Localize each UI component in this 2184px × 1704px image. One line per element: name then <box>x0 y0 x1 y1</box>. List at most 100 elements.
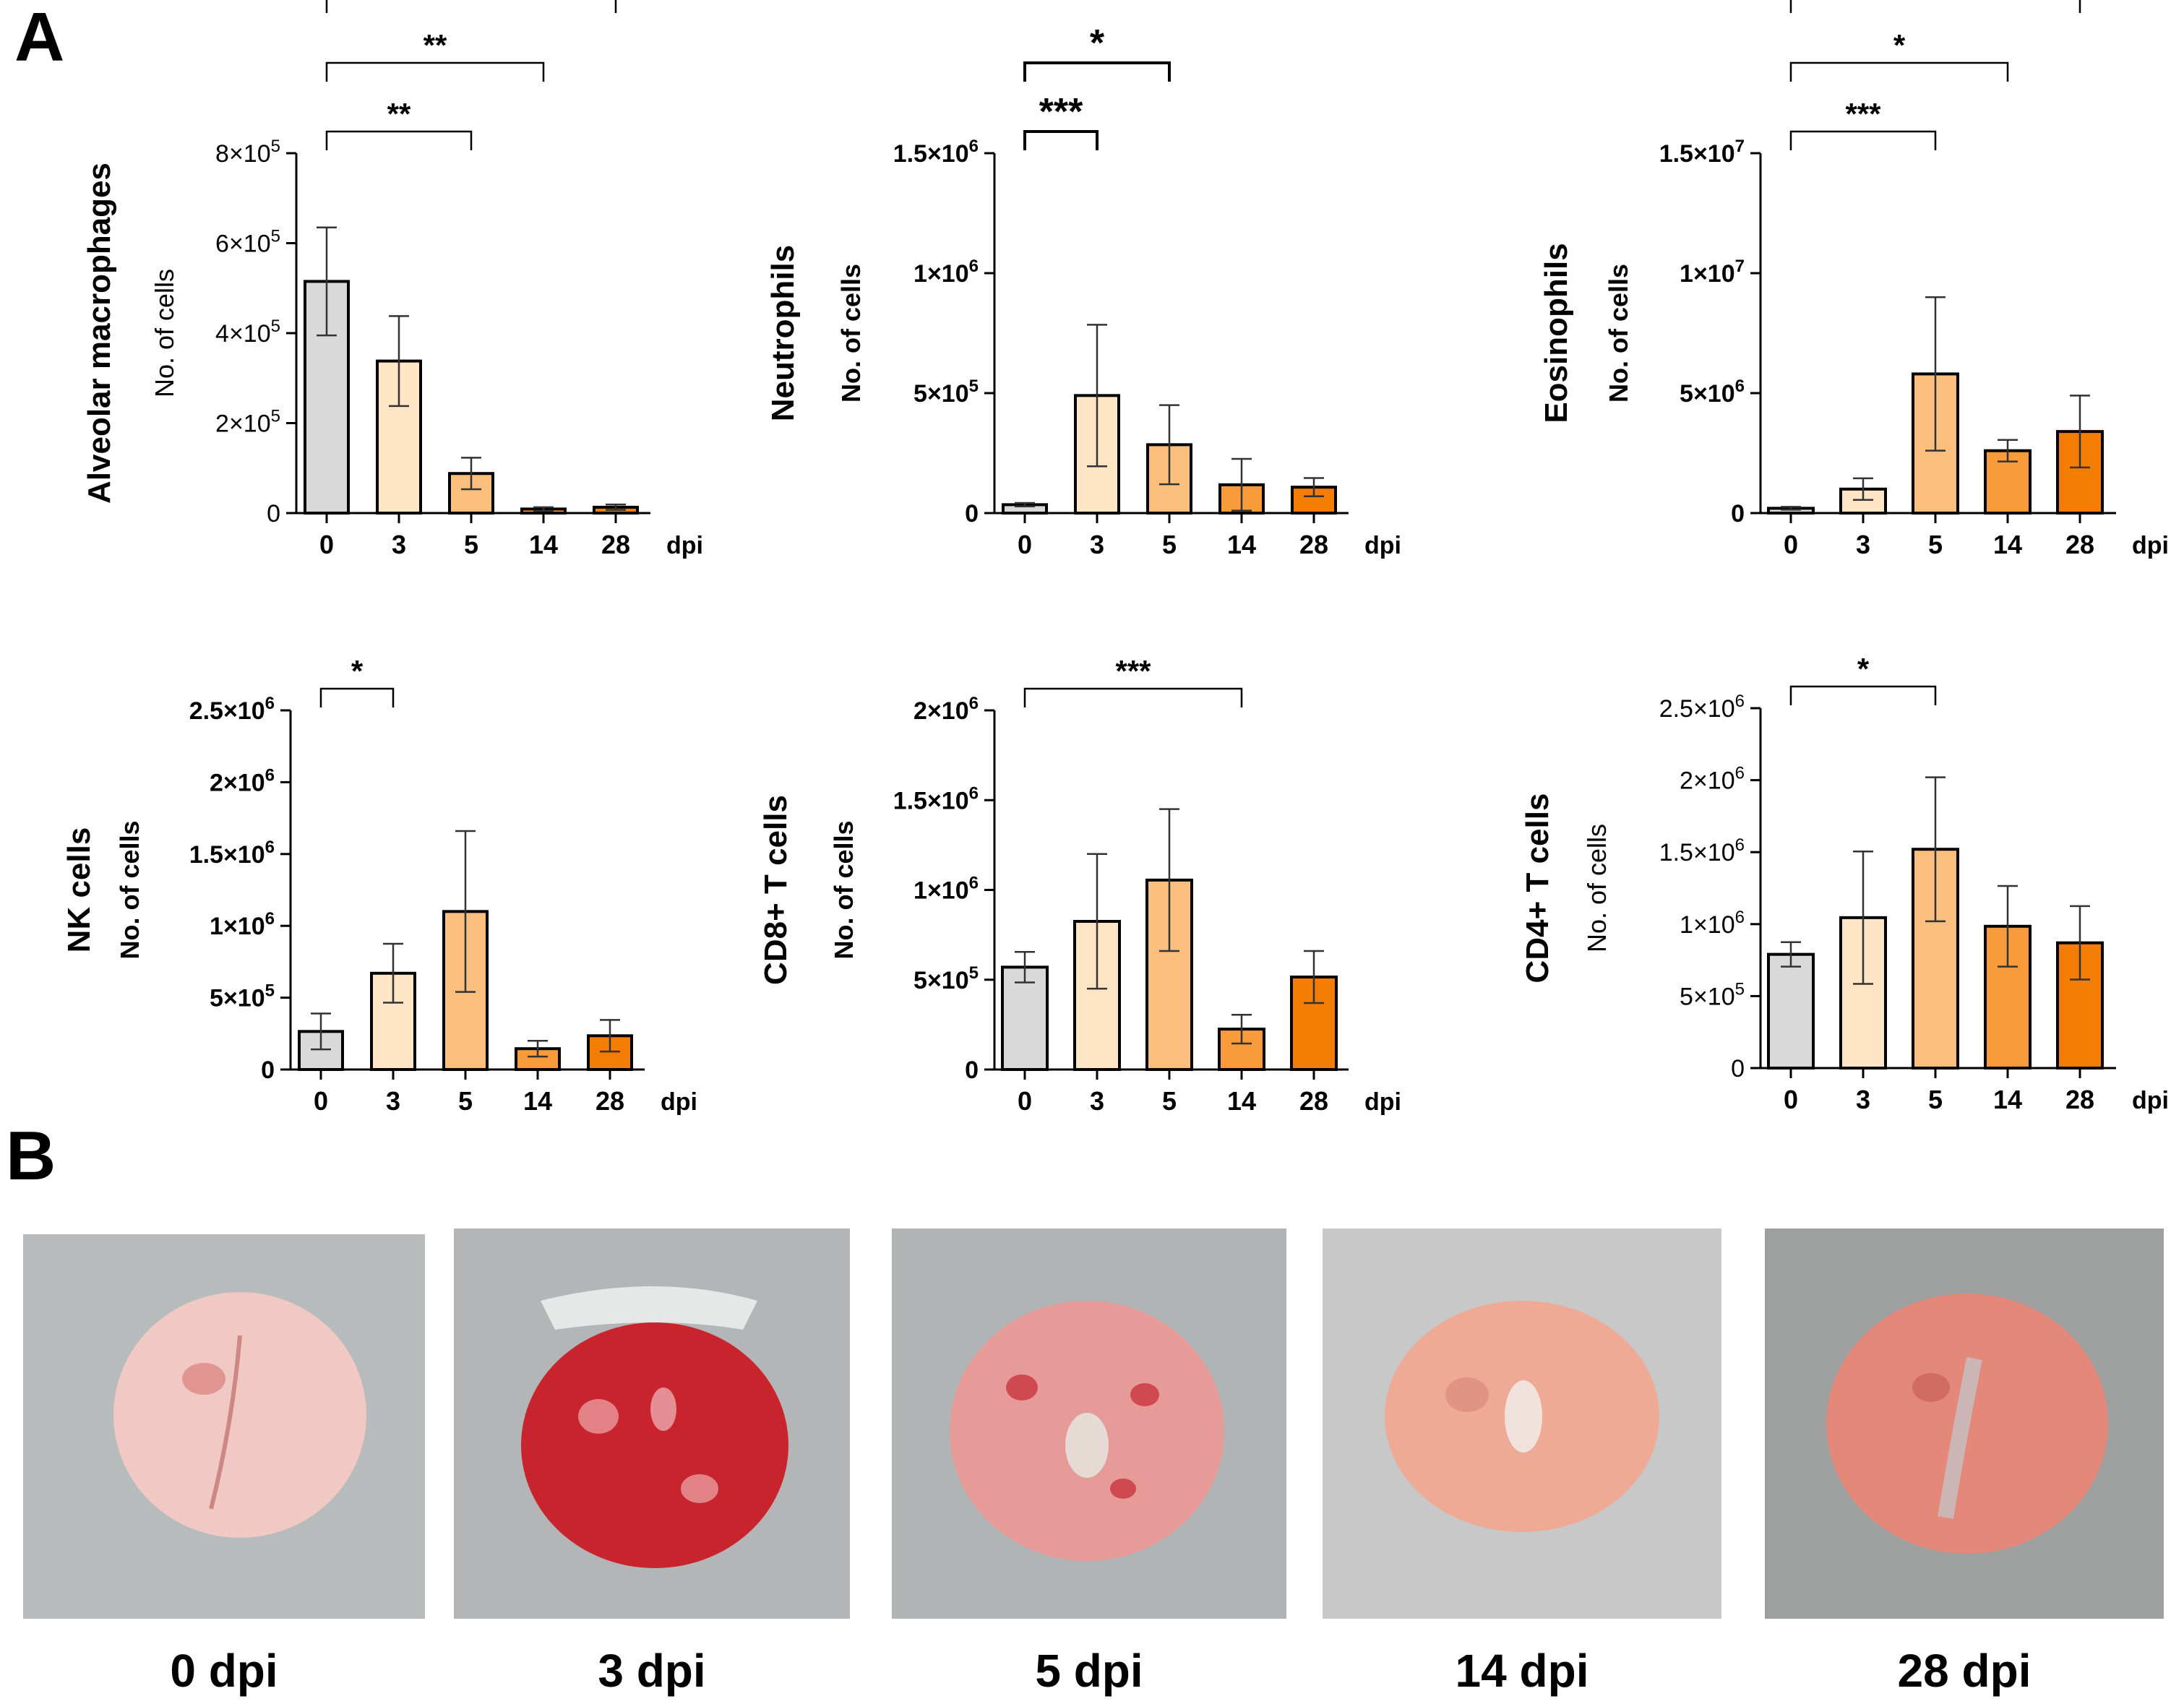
y-tick-label: 1.5×106 <box>893 137 979 168</box>
y-axis-label: No. of cells <box>150 269 179 397</box>
x-tick-label: 14 <box>523 1086 552 1116</box>
lung-photo-5dpi <box>892 1228 1286 1619</box>
chart-title: CD8+ T cells <box>758 795 794 985</box>
y-tick-label: 1×106 <box>913 874 979 905</box>
significance-label: ** <box>424 28 447 62</box>
x-tick-label: 28 <box>596 1086 624 1116</box>
photo-caption-0dpi: 0 dpi <box>170 1645 278 1697</box>
x-tick-label: 3 <box>1856 1085 1870 1114</box>
significance-bracket <box>1023 130 1099 150</box>
photo-caption-5dpi: 5 dpi <box>1035 1645 1143 1697</box>
y-tick-label: 1.5×107 <box>1659 137 1745 168</box>
x-tick-label: 14 <box>1993 1085 2022 1114</box>
lung-photo-3dpi <box>454 1228 850 1619</box>
x-tick-label: 28 <box>1299 1086 1328 1116</box>
y-tick-label: 2×106 <box>913 694 979 725</box>
x-tick-label: 0 <box>1784 530 1798 559</box>
x-tick-label: 5 <box>1162 530 1177 559</box>
significance-label: ** <box>387 97 411 131</box>
x-tick-label: 5 <box>464 530 478 559</box>
x-unit-label: dpi <box>1364 1088 1401 1116</box>
lung-image-3dpi <box>454 1228 850 1619</box>
x-tick-label: 14 <box>529 530 558 559</box>
chart-title: NK cells <box>61 827 97 953</box>
chart-title: Eosinophils <box>1539 243 1574 423</box>
y-tick-label: 0 <box>965 500 979 528</box>
significance-label: * <box>1857 652 1870 686</box>
chart-3: 0 5×105 1×106 1.5×106 2×106 2.5×106 0 3 5 14 28 dpi… <box>61 654 697 1116</box>
lung-image-0dpi <box>23 1234 425 1619</box>
x-tick-label: 3 <box>1090 1086 1104 1116</box>
y-tick-label: 1×106 <box>913 257 979 288</box>
x-tick-label: 5 <box>1928 1085 1943 1114</box>
chart-0: 0 2×105 4×105 6×105 8×105 0 3 5 14 28 dpi No. of ce… <box>82 0 703 559</box>
lung-image-28dpi <box>1765 1228 2164 1619</box>
x-tick-label: 0 <box>314 1086 328 1116</box>
photo-caption-3dpi: 3 dpi <box>598 1645 706 1697</box>
x-tick-label: 14 <box>1993 530 2022 559</box>
significance-label: *** <box>1115 654 1151 688</box>
chart-title: CD4+ T cells <box>1520 793 1555 984</box>
x-tick-label: 14 <box>1227 530 1256 559</box>
x-tick-label: 28 <box>601 530 630 559</box>
chart-4: 0 5×105 1×106 1.5×106 2×106 0 3 5 14 28 dpi No. of … <box>758 654 1401 1116</box>
y-tick-label: 0 <box>1731 500 1745 528</box>
y-tick-label: 2.5×106 <box>1659 692 1745 723</box>
x-tick-label: 0 <box>1018 530 1032 559</box>
significance-bracket <box>1789 130 1937 150</box>
y-tick-label: 1×106 <box>1680 908 1745 939</box>
y-tick-label: 0 <box>261 1057 275 1084</box>
x-tick-label: 5 <box>1162 1086 1177 1116</box>
chart-1: 0 5×105 1×106 1.5×106 0 3 5 14 28 dpi No. of cells… <box>765 22 1401 559</box>
y-tick-label: 1.5×106 <box>893 783 979 814</box>
x-unit-label: dpi <box>2132 532 2169 559</box>
panel-b-letter: B <box>6 1117 56 1195</box>
y-tick-label: 5×105 <box>210 981 275 1012</box>
x-tick-label: 5 <box>458 1086 473 1116</box>
y-tick-label: 1×107 <box>1680 257 1745 288</box>
significance-bracket <box>319 687 395 707</box>
y-tick-label: 0 <box>965 1057 979 1084</box>
y-tick-label: 2.5×106 <box>189 694 275 725</box>
y-tick-label: 4×105 <box>215 317 280 348</box>
y-tick-label: 1.5×106 <box>189 838 275 869</box>
x-tick-label: 0 <box>1018 1086 1032 1116</box>
y-tick-label: 1×106 <box>210 909 275 940</box>
photo-caption-28dpi: 28 dpi <box>1897 1645 2032 1697</box>
lung-image-14dpi <box>1323 1228 1721 1619</box>
significance-bracket <box>325 0 617 13</box>
bar <box>1001 965 1049 1071</box>
y-tick-label: 2×106 <box>210 765 275 796</box>
y-tick-label: 5×105 <box>1680 979 1745 1010</box>
significance-label: * <box>351 654 364 688</box>
x-tick-label: 0 <box>319 530 334 559</box>
significance-bracket <box>1789 685 1937 705</box>
y-axis-label: No. of cells <box>115 820 145 959</box>
y-tick-label: 2×106 <box>1680 764 1745 795</box>
y-tick-label: 2×105 <box>215 407 280 438</box>
significance-label: * <box>1090 22 1105 64</box>
significance-bracket <box>1023 61 1171 82</box>
x-tick-label: 3 <box>1090 530 1104 559</box>
y-tick-label: 1.5×106 <box>1659 835 1745 866</box>
x-unit-label: dpi <box>2132 1087 2169 1114</box>
y-tick-label: 5×105 <box>913 376 979 408</box>
y-axis-label: No. of cells <box>829 820 859 959</box>
y-tick-label: 5×106 <box>1680 376 1745 408</box>
lung-image-5dpi <box>892 1228 1286 1619</box>
bar <box>1767 952 1815 1070</box>
x-unit-label: dpi <box>1364 532 1401 559</box>
significance-label: * <box>1893 28 1906 62</box>
y-tick-label: 0 <box>267 500 280 528</box>
x-unit-label: dpi <box>661 1088 697 1116</box>
chart-title: Neutrophils <box>765 245 801 421</box>
lung-photo-28dpi <box>1765 1228 2164 1619</box>
chart-2: 0 5×106 1×107 1.5×107 0 3 5 14 28 dpi No. of cells… <box>1539 0 2169 559</box>
x-tick-label: 3 <box>1856 530 1870 559</box>
x-tick-label: 3 <box>386 1086 400 1116</box>
chart-5: 0 5×105 1×106 1.5×106 2×106 2.5×106 0 3 5 14 28 dpi… <box>1520 652 2169 1114</box>
x-unit-label: dpi <box>666 532 703 559</box>
significance-bracket <box>325 61 545 82</box>
x-tick-label: 0 <box>1784 1085 1798 1114</box>
x-tick-label: 5 <box>1928 530 1943 559</box>
